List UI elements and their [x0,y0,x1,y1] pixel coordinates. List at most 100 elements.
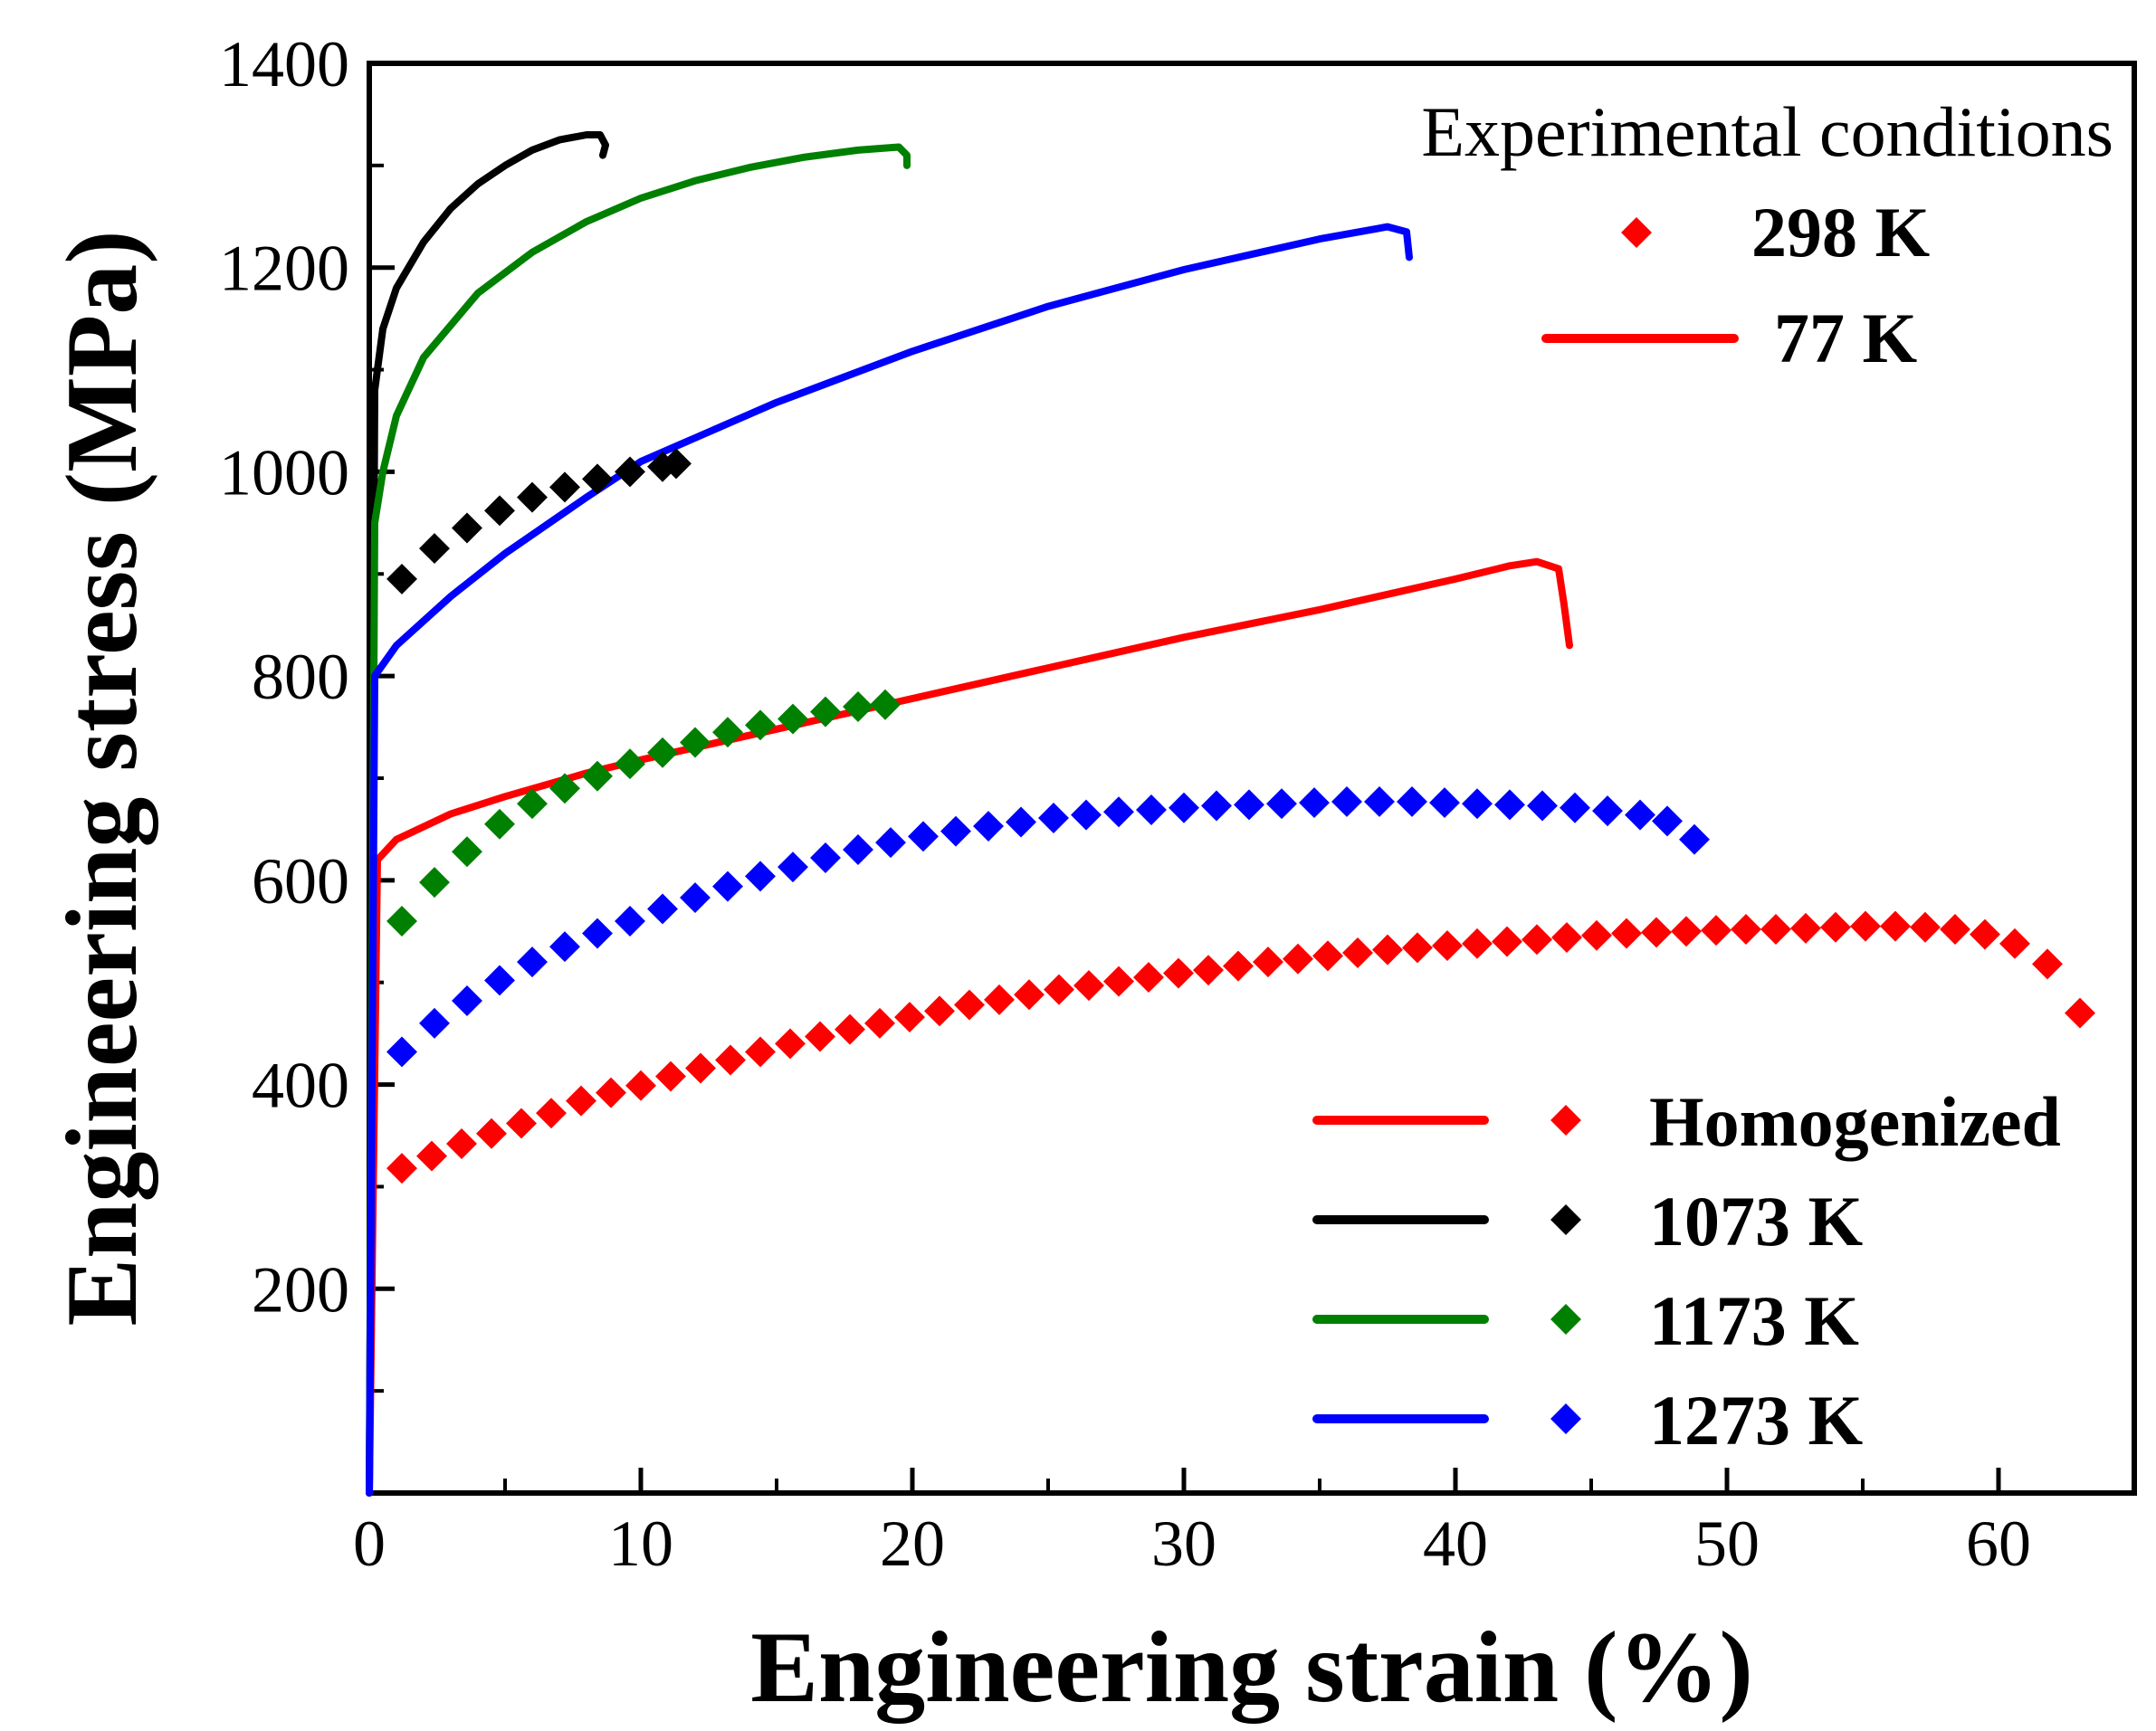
data-point [386,906,417,937]
data-point [1641,917,1672,948]
data-point [1560,792,1590,823]
data-point [386,1153,417,1184]
data-point [745,861,776,892]
data-point [2032,948,2063,980]
data-point [1342,937,1373,968]
data-point [1679,823,1710,855]
data-point [745,1036,776,1068]
data-point [549,773,580,804]
series-2 [366,143,911,1497]
data-point [777,703,808,735]
series-7 [386,785,1710,1068]
data-point [1850,910,1881,942]
data-point [875,827,906,859]
data-point [924,995,955,1027]
data-point [1038,803,1069,833]
y-tick-label: 200 [252,1253,349,1326]
data-point [1253,946,1283,978]
data-point [1364,785,1395,817]
y-tick-label: 600 [252,845,349,918]
y-tick-label: 1200 [219,233,349,305]
data-point [1581,919,1612,951]
data-point [1234,789,1264,821]
data-point [1312,940,1343,972]
data-point [712,717,743,748]
data-point [810,696,841,728]
data-point [894,1002,925,1033]
y-tick-label: 1400 [219,28,349,100]
data-point [1331,785,1362,817]
legend-label: 1173 K [1649,1281,1859,1360]
x-tick-label: 20 [880,1507,945,1580]
data-point [566,1085,596,1117]
data-point [625,1070,656,1101]
x-tick-label: 0 [353,1507,386,1580]
data-point [1014,979,1045,1011]
data-point [712,870,743,902]
legend-entry: 1173 K [1312,1281,1859,1360]
legend-entry: 1073 K [1312,1182,1864,1260]
data-point [452,836,482,868]
legend-conditions: Experimental conditions 298 K 77 K [1421,92,2113,377]
legend-conditions-title: Experimental conditions [1421,92,2113,171]
series-3 [366,223,1413,1497]
data-point [954,989,985,1021]
data-point [1429,787,1460,819]
legend-marker-swatch [1550,1204,1581,1235]
data-point [506,1108,537,1139]
data-point [517,481,548,513]
data-point [805,1021,835,1052]
legend-77k-label: 77 K [1774,299,1918,377]
data-point [1432,930,1463,962]
legend-marker-swatch [1550,1403,1581,1434]
data-point [517,946,548,978]
data-point [1136,794,1167,825]
data-point [647,737,678,768]
data-point [1402,932,1433,964]
data-point [1970,918,2000,950]
data-point [1625,799,1655,831]
data-point [777,851,808,883]
data-point [1880,910,1911,942]
data-point [2065,997,2095,1029]
data-point [1266,788,1297,820]
data-point [715,1044,746,1076]
data-point [1103,796,1134,828]
data-point [1372,934,1403,965]
data-point [416,1140,447,1172]
data-point [484,965,515,996]
data-point [655,1060,686,1092]
data-point [419,867,450,899]
data-point [1103,965,1134,997]
data-point [386,1036,417,1068]
data-point [582,463,613,495]
data-point [615,906,645,937]
x-tick-label: 30 [1151,1507,1216,1580]
data-point [661,448,692,480]
data-point [745,709,776,741]
y-axis-ticks: 200 400 600 800 1000 1200 1400 [219,28,395,1393]
data-point [1592,795,1623,827]
data-point [1163,957,1194,989]
x-tick-label: 60 [1966,1507,2031,1580]
data-point [1299,787,1330,819]
data-point [1551,922,1582,954]
data-point [835,1013,865,1045]
data-point [615,748,645,780]
series-line [366,223,1413,1497]
y-tick-label: 800 [252,641,349,713]
data-point [615,456,645,488]
legend-entry: 1273 K [1312,1381,1864,1460]
data-point [1731,914,1761,945]
series-line [366,143,911,1497]
legend-marker-swatch [1550,1304,1581,1335]
data-point [517,788,548,820]
data-point [596,1077,626,1108]
data-point [1701,915,1731,946]
data-point [984,984,1015,1015]
legend-label: Homogenized [1649,1082,2061,1161]
series-line [366,557,1573,1497]
data-point [680,882,711,914]
data-point [775,1028,806,1060]
data-point [1223,950,1254,982]
